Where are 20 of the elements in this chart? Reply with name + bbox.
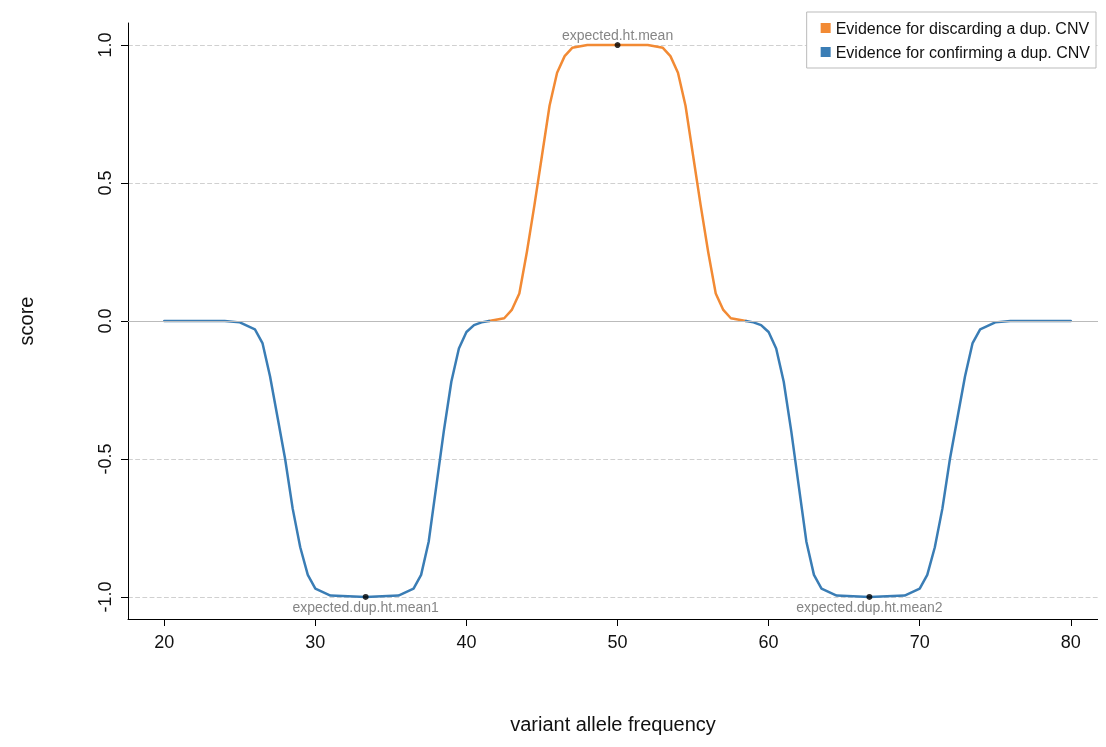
y-tick-label: 0.5	[95, 170, 115, 196]
legend-label: Evidence for confirming a dup. CNV	[835, 43, 1091, 61]
line-series	[487, 43, 748, 323]
legend-label: Evidence for discarding a dup. CNV	[835, 19, 1090, 37]
x-tick-label: 50	[607, 632, 628, 652]
y-axis-title: score	[15, 296, 37, 346]
annotation: expected.ht.mean	[561, 27, 674, 44]
x-tick-label: 30	[305, 632, 326, 652]
annotation: expected.dup.ht.mean1	[292, 598, 440, 615]
x-tick-label: 60	[758, 632, 779, 652]
annotation: expected.dup.ht.mean2	[796, 598, 943, 615]
y-tick-label: -0.5	[95, 443, 115, 475]
x-tick-label: 40	[456, 632, 477, 652]
x-tick-label: 70	[909, 632, 930, 652]
y-tick-label: 1.0	[95, 32, 115, 58]
y-tick-label: -1.0	[95, 581, 115, 613]
x-tick-label: 20	[154, 632, 175, 652]
y-tick-label: 0.0	[95, 308, 115, 334]
x-axis-title: variant allele frequency	[510, 713, 716, 735]
x-tick-label: 80	[1060, 632, 1081, 652]
